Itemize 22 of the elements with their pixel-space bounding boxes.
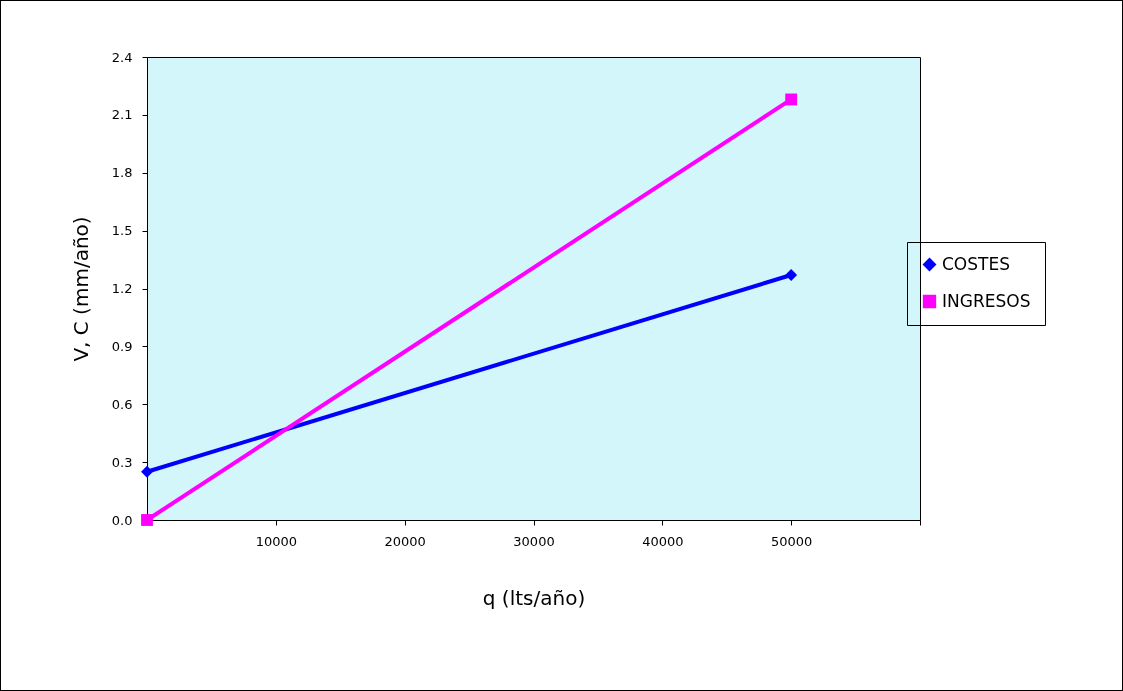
x-tick-label: 40000 bbox=[642, 533, 684, 549]
y-tick-label: 0.0 bbox=[111, 512, 133, 528]
point bbox=[785, 269, 798, 281]
y-tick-label: 0.3 bbox=[111, 454, 133, 470]
y-tick-label: 1.8 bbox=[111, 165, 133, 181]
point bbox=[141, 465, 153, 478]
x-tick-label: 30000 bbox=[513, 533, 555, 549]
y-tick-label: 2.4 bbox=[111, 49, 133, 65]
point bbox=[141, 514, 153, 526]
y-tick-label: 0.6 bbox=[111, 396, 133, 412]
x-tick-label: 50000 bbox=[770, 533, 813, 549]
x-tick-label: 10000 bbox=[255, 533, 298, 549]
y-tick-label: 0.9 bbox=[111, 338, 133, 354]
x-tick-label: 20000 bbox=[384, 533, 426, 549]
y-tick-label: 1.2 bbox=[111, 281, 133, 296]
legend-label: COSTES bbox=[942, 253, 1010, 274]
y-tick-label: 1.5 bbox=[111, 223, 133, 239]
point bbox=[785, 93, 798, 106]
y-tick-label: 2.1 bbox=[111, 107, 133, 123]
legend-label: INGRESOS bbox=[942, 290, 1031, 311]
y-axis-title: V, C (mm/año) bbox=[68, 216, 93, 362]
x-axis-title: q (lts/año) bbox=[482, 585, 586, 610]
